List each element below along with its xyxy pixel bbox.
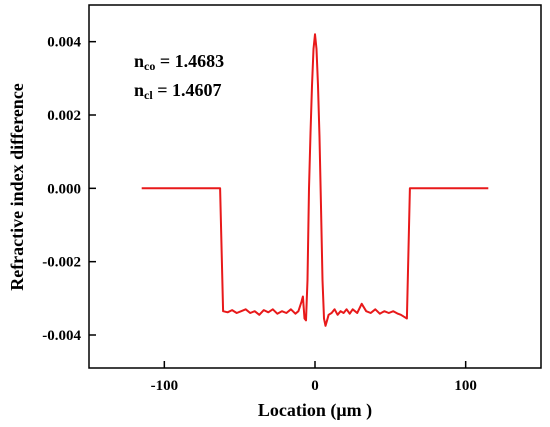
y-tick-label: 0.000: [47, 181, 81, 197]
x-axis: -100 0 100: [151, 361, 477, 394]
annotation-n-core: nco = 1.4683: [134, 51, 224, 73]
y-tick-label: 0.002: [47, 108, 81, 124]
y-tick-label: -0.004: [42, 328, 81, 344]
x-axis-title: Location (μm ): [258, 400, 372, 421]
x-tick-label: -100: [151, 378, 179, 394]
y-tick-label: -0.002: [42, 255, 81, 271]
y-tick-label: 0.004: [47, 35, 81, 51]
y-axis: 0.004 0.002 0.000 -0.002 -0.004: [42, 35, 96, 344]
x-tick-label: 0: [311, 378, 319, 394]
x-tick-label: 100: [454, 378, 477, 394]
series-group: [141, 33, 489, 327]
annotation-n-cladding: ncl = 1.4607: [134, 80, 221, 102]
y-axis-title: Refractive index difference: [7, 83, 27, 291]
series-line: [141, 33, 489, 327]
